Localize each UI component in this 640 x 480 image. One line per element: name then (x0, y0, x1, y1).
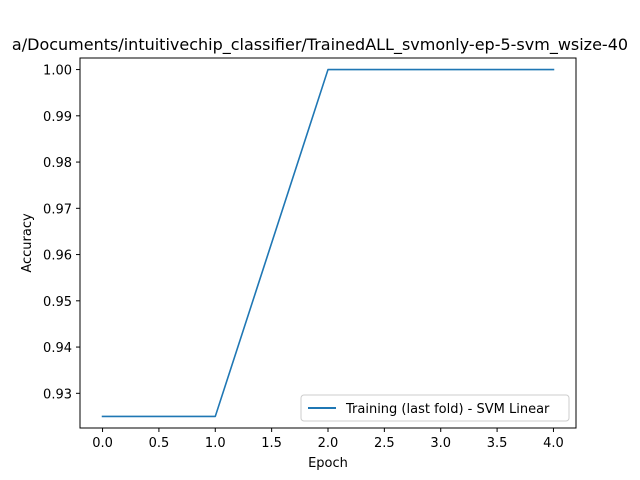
y-tick-label: 0.93 (43, 387, 72, 402)
x-tick-label: 0.5 (149, 436, 170, 451)
x-axis-label: Epoch (308, 456, 348, 471)
y-tick-label: 1.00 (43, 64, 72, 79)
series-layer (101, 68, 555, 418)
legend-box (300, 394, 570, 422)
y-tick-label: 0.99 (43, 110, 72, 125)
legend-label: Training (last fold) - SVM Linear (345, 402, 550, 417)
series-line-0 (101, 68, 555, 418)
x-tick-label: 2.5 (374, 436, 395, 451)
x-tick-label: 0.0 (92, 436, 113, 451)
x-tick-label: 2.0 (318, 436, 339, 451)
y-axis-label: Accuracy (20, 213, 35, 273)
y-tick-label: 0.94 (43, 341, 72, 356)
y-tick-label: 0.96 (43, 249, 72, 264)
y-tick-label: 0.97 (43, 202, 72, 217)
y-tick-label: 0.95 (43, 295, 72, 310)
x-tick-label: 4.0 (543, 436, 564, 451)
x-tick-label: 1.5 (261, 436, 282, 451)
y-axis: 0.93 0.94 0.95 0.96 0.97 0.98 0.99 1.00 (43, 64, 80, 402)
x-axis: 0.0 0.5 1.0 1.5 2.0 2.5 3.0 3.5 4.0 (92, 428, 564, 451)
legend: Training (last fold) - SVM Linear (300, 394, 570, 422)
x-tick-label: 1.0 (205, 436, 226, 451)
chart-title: a/Documents/intuitivechip_classifier/Tra… (12, 35, 628, 55)
x-tick-label: 3.5 (487, 436, 508, 451)
y-tick-label: 0.98 (43, 156, 72, 171)
x-tick-label: 3.0 (430, 436, 451, 451)
